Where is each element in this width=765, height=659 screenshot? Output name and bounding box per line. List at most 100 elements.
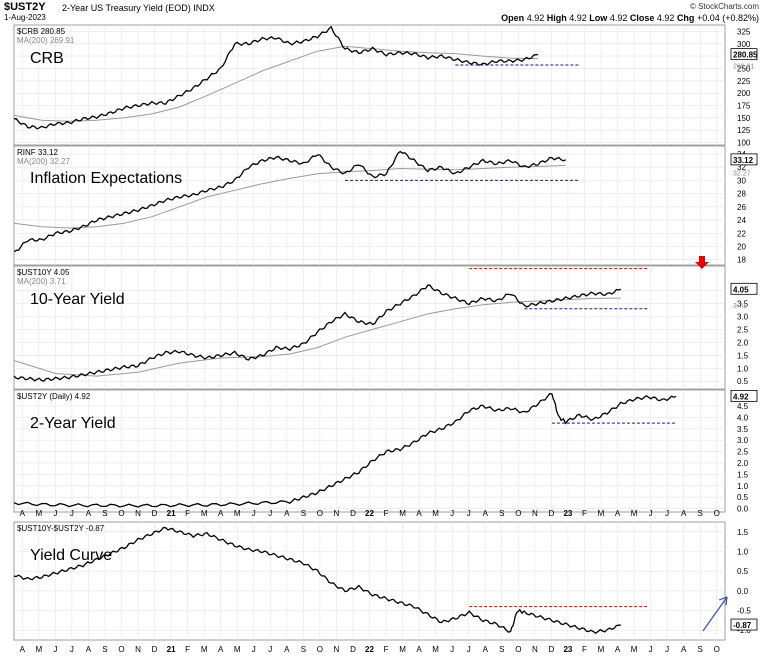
legend-entry-yield-curve: $UST10Y-$UST2Y -0.87 (17, 524, 105, 533)
y-tick-label: 1.0 (737, 548, 749, 557)
last-value-label-inflation: 33.12 (733, 156, 754, 165)
x-tick-label: N (334, 509, 340, 518)
low-value: 4.92 (609, 13, 628, 23)
y-tick-label: 1.0 (737, 482, 749, 491)
y-tick-label: 3.5 (737, 425, 749, 434)
x-tick-label: 23 (563, 645, 572, 654)
close-value: 4.92 (656, 13, 675, 23)
legend-entry-ust10y: MA(200) 3.71 (17, 277, 66, 286)
x-tick-label: A (284, 509, 290, 518)
y-tick-label: 3.0 (737, 436, 749, 445)
y-tick-label: 0.5 (737, 493, 749, 502)
x-tick-label: N (334, 645, 340, 654)
x-tick-label: A (284, 645, 290, 654)
y-tick-label: 250 (737, 64, 751, 73)
x-tick-label: M (631, 645, 638, 654)
y-tick-label: -0.5 (737, 607, 751, 616)
x-tick-label: 23 (563, 509, 572, 518)
x-tick-label: J (268, 645, 272, 654)
x-tick-label: A (615, 645, 621, 654)
y-tick-label: 150 (737, 114, 751, 123)
x-tick-label: O (714, 509, 720, 518)
panel-label-ust2y: 2-Year Yield (30, 415, 116, 432)
panel-label-inflation: Inflation Expectations (30, 170, 182, 187)
last-value-label-crb: 280.85 (733, 51, 758, 60)
x-tick-label: A (615, 509, 621, 518)
last-value-box-crb (730, 48, 758, 61)
panel-label-yield-curve: Yield Curve (30, 547, 112, 564)
x-tick-label: J (268, 509, 272, 518)
x-tick-label: 22 (365, 509, 374, 518)
x-tick-label: A (681, 645, 687, 654)
x-tick-label: D (548, 509, 554, 518)
y-tick-label: 22 (737, 229, 746, 238)
y-tick-label: 1.5 (737, 470, 749, 479)
chart-date: 1-Aug-2023 (4, 13, 46, 22)
high-label: High (546, 13, 567, 23)
red-down-arrow (695, 256, 709, 269)
y-tick-label: 32 (737, 163, 746, 172)
x-tick-label: J (649, 645, 653, 654)
x-tick-label: A (416, 509, 422, 518)
legend-entry-crb: $CRB 280.85 (17, 27, 66, 36)
x-tick-label: J (252, 645, 256, 654)
last-value-label-yield-curve: -0.87 (733, 621, 752, 630)
y-tick-label: 300 (737, 40, 751, 49)
symbol-description: 2-Year US Treasury Yield (EOD) INDX (62, 3, 215, 13)
x-tick-label: O (515, 645, 521, 654)
description-text: 2-Year US Treasury Yield (EOD) (62, 3, 191, 13)
x-tick-label: J (70, 509, 74, 518)
x-tick-label: F (185, 645, 190, 654)
panel-crb: 100125150175200225250275300325280.85269.… (13, 24, 758, 148)
x-tick-label: D (152, 509, 158, 518)
x-tick-label: F (185, 509, 190, 518)
x-tick-label: N (135, 509, 141, 518)
y-tick-label: 1.5 (737, 528, 749, 537)
panel-label-crb: CRB (30, 50, 64, 67)
x-tick-label: A (218, 509, 224, 518)
x-tick-label: M (201, 645, 208, 654)
ma-line-crb (13, 45, 539, 122)
y-tick-label: 0.5 (737, 377, 749, 386)
price-line-crb (13, 25, 539, 130)
x-tick-label: M (201, 509, 208, 518)
x-tick-label: S (102, 509, 107, 518)
y-tick-label: 1.0 (737, 364, 749, 373)
x-tick-label: J (467, 509, 471, 518)
x-tick-label: O (714, 645, 720, 654)
ma-value-label-inflation: 32.27 (733, 170, 751, 177)
x-tick-label: A (218, 645, 224, 654)
legend-entry-inflation: RINF 33.12 (17, 148, 58, 157)
x-tick-label: M (598, 645, 605, 654)
x-tick-label: J (53, 645, 57, 654)
x-tick-label: A (86, 645, 92, 654)
x-tick-label: M (432, 509, 439, 518)
last-value-box-yield-curve (730, 618, 758, 631)
x-tick-label: D (548, 645, 554, 654)
x-tick-label: J (467, 645, 471, 654)
legend-entry-inflation: MA(200) 32.27 (17, 157, 70, 166)
y-tick-label: 2.5 (737, 325, 749, 334)
y-tick-label: 24 (737, 216, 746, 225)
ma-line-ust10y (13, 297, 621, 377)
x-tick-label: M (432, 645, 439, 654)
x-tick-label: A (20, 645, 26, 654)
x-tick-label: D (152, 645, 158, 654)
x-tick-label: S (102, 645, 107, 654)
x-tick-label: F (384, 509, 389, 518)
x-tick-label: N (532, 645, 538, 654)
y-tick-label: 26 (737, 203, 746, 212)
x-tick-label: O (515, 509, 521, 518)
ma-value-label-ust10y: 3.71 (733, 303, 747, 310)
panel-ust10y: 0.51.01.52.02.53.03.54.04.053.71$UST10Y … (13, 265, 758, 390)
x-tick-label: S (698, 645, 703, 654)
y-tick-label: 4.0 (737, 413, 749, 422)
x-tick-label: N (135, 645, 141, 654)
x-tick-label: 22 (365, 645, 374, 654)
x-tick-label: D (350, 509, 356, 518)
x-tick-label: S (499, 645, 504, 654)
x-tick-label: M (234, 645, 241, 654)
y-tick-label: 2.5 (737, 448, 749, 457)
